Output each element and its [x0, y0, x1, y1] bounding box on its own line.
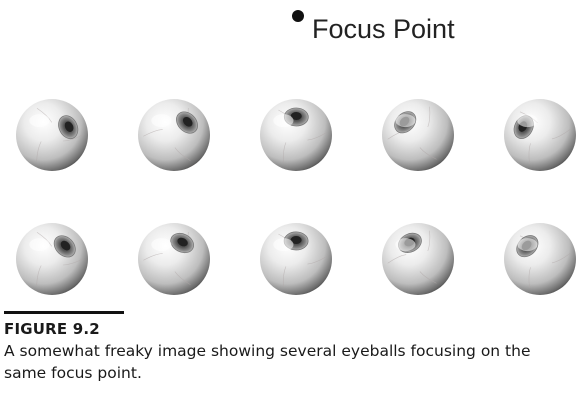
focus-point-dot — [292, 10, 304, 22]
eyeball-vein — [63, 258, 83, 266]
figure-caption: A somewhat freaky image showing several … — [4, 342, 531, 382]
specular-highlight — [517, 238, 538, 252]
focus-point-label: Focus Point — [312, 14, 455, 44]
pupil — [182, 116, 193, 127]
specular-highlight — [29, 238, 50, 252]
pupil — [290, 111, 302, 120]
eyeball-vein — [419, 147, 437, 160]
specular-highlight — [29, 114, 50, 128]
specular-highlight — [395, 114, 416, 128]
eyeball-vein — [419, 271, 437, 284]
eyeball-vein — [427, 230, 431, 252]
eyeball-vein — [63, 134, 83, 142]
specular-highlight — [151, 114, 172, 128]
specular-highlight — [273, 238, 294, 252]
eyeball — [138, 223, 210, 295]
specular-highlight — [151, 238, 172, 252]
eyeball — [16, 223, 88, 295]
eyeballs-figure: Focus Point — [16, 10, 576, 295]
eyeball — [260, 223, 332, 295]
eyeball-vein — [36, 108, 53, 123]
eyeball-vein — [282, 142, 287, 163]
eyeball-vein — [528, 143, 531, 164]
eyeball-vein — [174, 271, 191, 285]
specular-highlight — [517, 114, 538, 128]
eyeball-vein — [387, 254, 407, 264]
eyeball-vein — [143, 253, 163, 261]
eyeball-vein — [551, 253, 571, 264]
eyeball-sphere — [382, 223, 454, 295]
eyeball-vein — [143, 129, 163, 137]
specular-highlight — [395, 238, 416, 252]
eyeball-sphere — [382, 99, 454, 171]
pupil — [177, 237, 188, 247]
eyeball-sphere — [504, 99, 576, 171]
eyeball — [260, 99, 332, 171]
specular-highlight — [273, 114, 294, 128]
eyeball-vein — [551, 129, 571, 140]
pupil — [64, 121, 74, 132]
eyeball-vein — [36, 141, 42, 162]
eyeball-vein — [307, 132, 327, 141]
eyeball — [504, 223, 576, 295]
pupil — [290, 236, 302, 245]
eyeball — [138, 99, 210, 171]
eyeball-vein — [36, 265, 42, 286]
eyeball-sphere — [138, 223, 210, 295]
eyeball-vein — [36, 232, 53, 247]
eyeball-sphere — [504, 223, 576, 295]
eyeball-vein — [282, 266, 287, 287]
eyeball-sphere — [138, 99, 210, 171]
eyeball — [382, 99, 454, 171]
eyeball — [504, 99, 576, 171]
eyeball — [382, 223, 454, 295]
caption-rule — [4, 311, 124, 314]
pupil — [60, 240, 71, 251]
eyeball-vein — [307, 256, 327, 265]
eyeball-vein — [528, 267, 531, 288]
eyeball-sphere — [16, 223, 88, 295]
eyeball-vein — [174, 147, 191, 161]
eyeball-vein — [427, 106, 431, 128]
eyeball-sphere — [16, 99, 88, 171]
eyeball — [16, 99, 88, 171]
figure-number: FIGURE 9.2 — [4, 320, 100, 338]
